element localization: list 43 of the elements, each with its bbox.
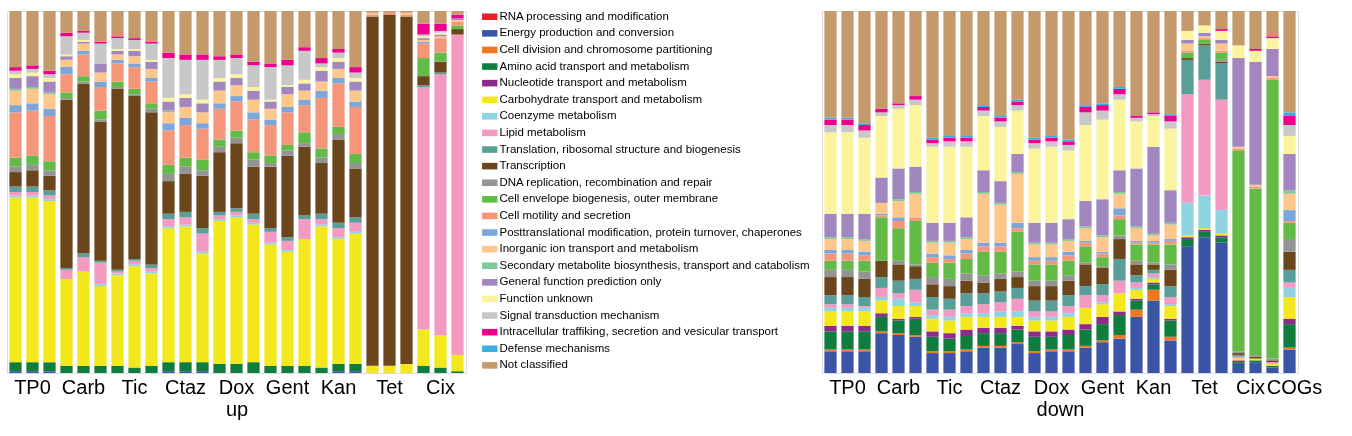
legend-label: Inorganic ion transport and metabolism xyxy=(499,242,699,255)
legend-label: Not classified xyxy=(499,358,568,371)
x-tick-label: Tic xyxy=(121,375,148,398)
x-tick-label: Tic xyxy=(936,375,963,398)
legend-label: Signal transduction mechanism xyxy=(499,308,660,321)
legend-label: Cell motility and secretion xyxy=(499,208,631,221)
x-tick-label: Kan xyxy=(1135,375,1172,398)
x-tick-label: Ctaz xyxy=(164,375,207,398)
x-tick-label: Gent xyxy=(1080,375,1125,398)
legend-label: Carbohydrate transport and metabolism xyxy=(499,92,703,105)
x-tick-label: Dox xyxy=(218,375,255,398)
legend-label: Translation, ribosomal structure and biogenesis xyxy=(499,142,741,155)
legend-label: Secondary metabolite biosynthesis, transport and catabolism xyxy=(499,258,810,271)
legend-label: General function prediction only xyxy=(499,275,662,288)
x-tick-label: Gent xyxy=(265,375,310,398)
legend-label: RNA processing and modification xyxy=(499,9,669,22)
legend-label: Transcription xyxy=(499,159,566,172)
legend-label: Function unknown xyxy=(499,291,593,304)
x-tick-label: Tet xyxy=(1191,375,1219,398)
x-axis-title: down xyxy=(1036,397,1085,420)
legend-label: DNA replication, recombination and repair xyxy=(499,175,713,188)
legend-label: Amino acid transport and metabolism xyxy=(499,59,690,72)
x-tick-label: TP0 xyxy=(14,375,51,398)
legend-label: Energy production and conversion xyxy=(499,26,675,39)
x-tick-label: Cix xyxy=(426,375,455,398)
x-tick-label: Kan xyxy=(320,375,357,398)
x-tick-label: Carb xyxy=(61,375,106,398)
legend-label: Cell envelope biogenesis, outer membrane xyxy=(499,192,719,205)
x-tick-label: Carb xyxy=(876,375,921,398)
legend-label: Nucleotide transport and metabolism xyxy=(499,76,687,89)
legend-label: Cell division and chromosome partitioning xyxy=(499,42,713,55)
x-tick-label: Dox xyxy=(1033,375,1070,398)
legend-label: Posttranslational modification, protein turnover, chaperones xyxy=(499,225,803,238)
legend-label: Intracellular traffiking, secretion and vesicular transport xyxy=(499,325,779,338)
x-tick-label: COGs xyxy=(1266,375,1323,398)
x-tick-label: Tet xyxy=(376,375,404,398)
legend-label: Coenzyme metabolism xyxy=(499,109,617,122)
x-tick-label: Cix xyxy=(1236,375,1265,398)
x-axis-title: up xyxy=(225,397,249,420)
legend-label: Lipid metabolism xyxy=(499,125,586,138)
legend-label: Defense mechanisms xyxy=(499,341,611,354)
x-tick-label: Ctaz xyxy=(979,375,1022,398)
x-tick-label: TP0 xyxy=(829,375,866,398)
